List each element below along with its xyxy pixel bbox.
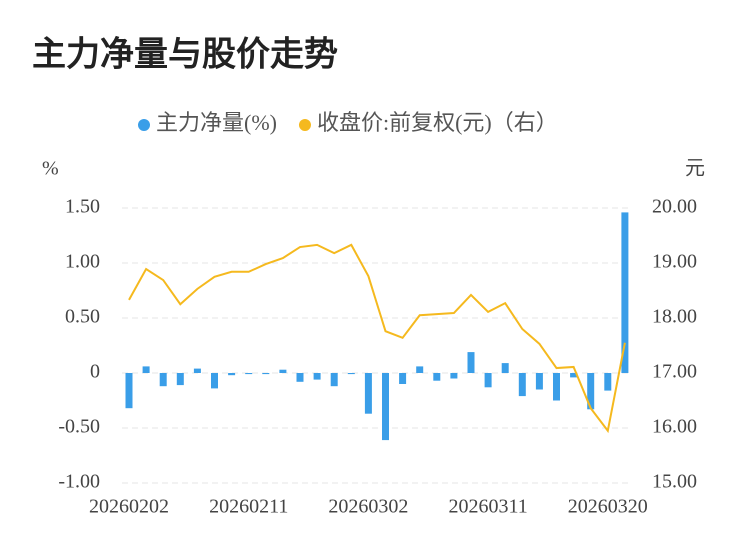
y2-tick-label: 17.00 [652,361,697,383]
legend-label: 收盘价:前复权(元)（右） [317,110,558,135]
chart-title: 主力净量与股价走势 [32,35,338,75]
y-tick-label: -0.50 [58,416,100,438]
bar [347,373,355,375]
bar [416,366,424,373]
y-tick-label: -1.00 [58,471,100,493]
bar [587,373,595,410]
bar [604,373,612,391]
x-tick-label: 20260211 [209,496,288,518]
bar [484,373,492,388]
x-tick-label: 20260202 [89,496,169,518]
y-axis-label: % [42,158,59,180]
bar [142,366,150,373]
bar [450,373,458,379]
x-tick-label: 20260311 [448,496,527,518]
y2-tick-label: 19.00 [652,251,697,273]
bar [125,373,133,409]
y2-axis-label: 元 [685,158,705,180]
bar [553,373,560,401]
bar [518,373,526,397]
legend-label: 主力净量(%) [156,110,277,135]
y-tick-label: 0.50 [65,306,100,328]
bar [501,363,509,373]
y-tick-label: 0 [90,361,100,383]
bar [330,373,338,387]
x-tick-label: 20260320 [568,496,648,518]
bar [535,373,543,390]
bar [382,373,389,441]
y-tick-label: 1.00 [65,251,100,273]
y2-tick-label: 15.00 [652,471,697,493]
bar [245,373,253,375]
bar [621,212,629,373]
bar [228,373,236,376]
bar [313,373,321,380]
y2-tick-label: 20.00 [652,196,697,218]
bar [279,369,287,373]
bar [399,373,407,384]
price-line [128,243,626,434]
bar [364,373,372,414]
bar [296,373,304,382]
bar [262,373,270,375]
legend-marker [298,119,311,131]
bar [467,352,475,373]
bar [433,373,441,381]
y2-tick-label: 18.00 [652,306,697,328]
x-tick-label: 20260302 [328,496,408,518]
bar [193,368,201,373]
y2-tick-label: 16.00 [652,416,697,438]
bar [570,373,578,378]
legend-marker [138,119,150,131]
bar [211,373,218,389]
bar [176,373,184,386]
bar [159,373,167,387]
y-tick-label: 1.50 [65,196,100,218]
